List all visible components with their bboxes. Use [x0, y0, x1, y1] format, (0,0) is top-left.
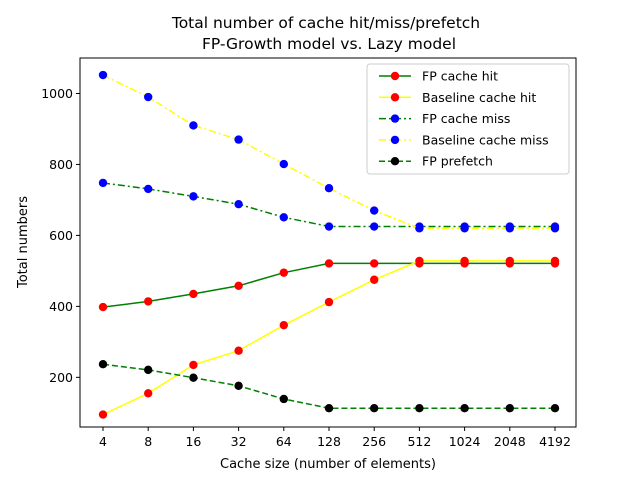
series-group — [98, 70, 560, 233]
data-point — [279, 394, 288, 404]
legend-marker — [390, 114, 400, 123]
x-tick-label: 8 — [144, 434, 152, 449]
x-tick-label: 1024 — [449, 434, 481, 449]
data-point — [234, 199, 243, 209]
x-tick-label: 32 — [231, 434, 247, 449]
data-point — [460, 403, 469, 413]
data-point — [189, 192, 198, 201]
y-axis-ticks: 200 400 600 800 1000 — [41, 86, 80, 385]
data-point — [279, 159, 288, 169]
data-point — [98, 359, 108, 369]
y-axis-label: Total numbers — [16, 196, 31, 289]
data-point — [98, 302, 108, 312]
chart-title: Total number of cache hit/miss/prefetch — [171, 14, 480, 32]
data-point — [144, 297, 153, 306]
data-point — [370, 403, 379, 413]
legend-marker — [390, 157, 400, 166]
x-tick-label: 64 — [276, 434, 292, 449]
chart-subtitle: FP-Growth model vs. Lazy model — [202, 35, 456, 53]
x-axis-ticks: 4 8 16 32 64 128 256 512 1024 2048 4192 — [99, 427, 571, 449]
data-point — [189, 373, 198, 382]
data-point — [370, 275, 379, 284]
x-tick-label: 4 — [99, 434, 107, 449]
y-tick-label: 600 — [49, 228, 73, 243]
data-point — [324, 259, 334, 268]
series-group — [98, 256, 560, 419]
data-point — [505, 403, 514, 413]
data-point — [144, 389, 153, 398]
x-axis-label: Cache size (number of elements) — [220, 457, 436, 472]
x-tick-label: 256 — [362, 434, 386, 449]
y-tick-label: 200 — [49, 370, 73, 385]
legend-marker — [390, 135, 400, 145]
data-point — [324, 403, 334, 413]
data-point — [460, 224, 469, 233]
data-point — [234, 346, 243, 355]
data-point — [550, 256, 560, 266]
data-point — [324, 184, 334, 193]
data-point — [189, 360, 198, 370]
x-tick-label: 2048 — [494, 434, 526, 449]
data-point — [144, 92, 153, 102]
data-point — [279, 213, 288, 222]
legend-label: Baseline cache miss — [422, 132, 549, 147]
legend-label: FP cache miss — [422, 111, 510, 126]
legend: FP cache hit Baseline cache hit FP cache m… — [366, 63, 570, 175]
legend-marker — [390, 93, 400, 102]
series-group — [98, 359, 560, 413]
data-point — [370, 222, 379, 231]
data-point — [505, 256, 514, 266]
data-point — [279, 268, 288, 277]
data-point — [189, 121, 198, 130]
legend-label: FP prefetch — [422, 154, 493, 169]
x-tick-label: 4192 — [539, 434, 571, 449]
data-point — [144, 365, 153, 375]
x-tick-label: 512 — [407, 434, 431, 449]
data-point — [234, 135, 243, 144]
data-point — [279, 320, 288, 330]
data-point — [144, 184, 153, 194]
data-point — [98, 178, 108, 188]
x-tick-label: 128 — [317, 434, 341, 449]
data-point — [415, 224, 424, 233]
x-tick-label: 16 — [185, 434, 201, 449]
data-point — [550, 224, 560, 233]
data-point — [189, 289, 198, 299]
data-point — [98, 410, 108, 419]
data-point — [370, 206, 379, 215]
data-point — [98, 70, 108, 80]
data-point — [234, 381, 243, 391]
data-point — [324, 222, 334, 231]
legend-label: FP cache hit — [422, 69, 498, 84]
data-point — [324, 297, 334, 307]
y-tick-label: 1000 — [41, 86, 73, 101]
data-point — [415, 256, 424, 266]
plot-frame — [79, 57, 577, 428]
plot-content — [98, 70, 560, 419]
y-tick-label: 800 — [49, 157, 73, 172]
data-point — [370, 259, 379, 268]
series-line — [102, 74, 555, 230]
y-tick-label: 400 — [49, 299, 73, 314]
data-point — [234, 281, 243, 290]
data-point — [460, 256, 469, 266]
legend-frame — [366, 63, 570, 175]
legend-label: Baseline cache hit — [422, 90, 536, 105]
data-point — [415, 403, 424, 413]
data-point — [550, 403, 560, 413]
data-point — [505, 224, 514, 233]
legend-marker — [390, 71, 400, 81]
